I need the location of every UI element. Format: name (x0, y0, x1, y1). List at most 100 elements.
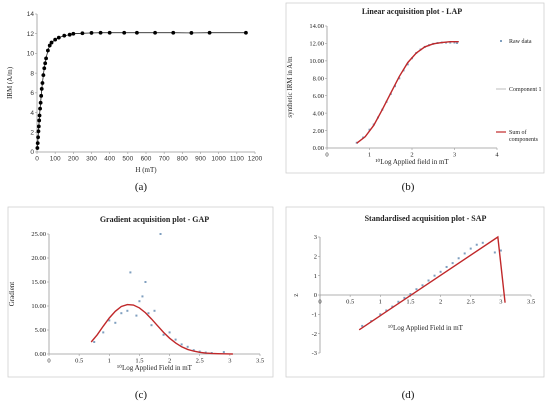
data-point (80, 31, 85, 36)
x-tick-label: 600 (141, 156, 152, 163)
x-tick-label: 2 (410, 152, 413, 159)
data-point (469, 247, 472, 250)
y-tick-label: 10 (27, 51, 35, 58)
x-tick-label: 3.5 (256, 358, 264, 365)
x-tick-label: 2 (168, 358, 171, 365)
data-point (361, 324, 364, 327)
data-point (180, 343, 183, 346)
data-point (162, 333, 165, 336)
x-tick-label: 3 (453, 152, 456, 159)
panel-c-frame (7, 206, 274, 378)
x-tick-label: 0 (318, 299, 321, 306)
series-line (90, 303, 233, 355)
x-tick-label: 2.5 (467, 299, 475, 306)
data-point (42, 66, 47, 71)
data-point (41, 73, 46, 78)
data-point (475, 243, 478, 246)
x-tick-label: 500 (122, 156, 133, 163)
x-axis-label: ¹⁰Log Applied Field in mT (117, 364, 193, 372)
y-tick-label: 10.00 (309, 58, 324, 65)
data-point (129, 271, 132, 274)
y-tick-label: 1 (314, 273, 317, 280)
data-point (120, 312, 123, 315)
x-tick-label: 1 (368, 152, 371, 159)
y-axis-label: z (292, 293, 300, 296)
data-point (427, 279, 430, 282)
data-point (107, 30, 112, 35)
y-tick-label: 6.00 (313, 93, 324, 100)
x-axis-label: ¹⁰Log Applied Field in mT (388, 324, 464, 332)
chart-title: Gradient acquisition plot - GAP (100, 215, 209, 224)
chart-title: Linear acquisition plot - LAP (362, 7, 462, 16)
panel-b-frame (285, 2, 545, 174)
y-tick-label: 4.00 (313, 110, 324, 117)
data-point (198, 350, 201, 353)
y-tick-label: 2 (30, 129, 34, 136)
chart-title: Standardised acquisition plot - SAP (365, 214, 487, 223)
legend-swatch (500, 40, 502, 42)
x-tick-label: 100 (50, 156, 61, 163)
y-tick-label: 2 (314, 254, 317, 261)
data-point (481, 241, 484, 244)
x-tick-label: 1 (108, 358, 111, 365)
x-tick-label: 2 (439, 299, 442, 306)
y-tick-label: 14.00 (309, 23, 324, 30)
x-tick-label: 1100 (230, 156, 244, 163)
x-tick-label: 400 (104, 156, 115, 163)
data-point (168, 331, 171, 334)
panel-label-b: (b) (402, 181, 415, 193)
data-point (39, 93, 44, 98)
series-line (37, 32, 246, 149)
data-point (171, 30, 176, 35)
data-point (108, 319, 111, 322)
data-point (36, 129, 41, 134)
x-tick-label: 3.5 (527, 299, 535, 306)
x-tick-label: 0 (35, 156, 39, 163)
y-tick-label: 5.00 (35, 327, 46, 334)
data-point (141, 295, 144, 298)
x-axis-label: H (mT) (135, 166, 157, 174)
y-tick-label: -3 (312, 350, 317, 357)
x-tick-label: 0.5 (346, 299, 354, 306)
data-point (445, 265, 448, 268)
data-point (36, 124, 41, 129)
data-point (189, 31, 194, 35)
data-point (89, 31, 94, 35)
y-tick-label: 8.00 (313, 75, 324, 82)
y-tick-label: -2 (312, 331, 317, 338)
data-point (207, 30, 212, 35)
data-point (244, 30, 248, 35)
data-point (135, 30, 139, 35)
data-point (449, 41, 452, 44)
panel-label-a: (a) (135, 181, 148, 193)
x-tick-label: 200 (68, 156, 79, 163)
data-point (56, 35, 61, 40)
data-point (98, 30, 103, 35)
y-tick-label: 12 (27, 31, 35, 38)
data-point (49, 40, 54, 45)
x-tick-label: 700 (159, 156, 170, 163)
x-tick-label: 1.5 (135, 358, 143, 365)
panel-label-c: (c) (135, 389, 148, 401)
data-point (43, 61, 48, 66)
data-point (62, 33, 67, 38)
data-point (397, 300, 400, 303)
y-tick-label: -1 (312, 312, 317, 319)
data-point (102, 331, 105, 334)
data-point (406, 63, 409, 66)
y-tick-label: 3 (314, 234, 317, 241)
y-tick-label: 8 (30, 70, 34, 77)
data-point (144, 281, 147, 283)
data-point (463, 252, 466, 255)
data-point (35, 141, 40, 146)
data-point (368, 128, 371, 131)
data-point (135, 314, 138, 317)
data-point (47, 43, 52, 48)
data-point (39, 87, 44, 91)
data-point (493, 251, 496, 254)
panel-label-d: (d) (402, 389, 415, 401)
y-tick-label: 25.00 (31, 231, 46, 238)
series-line (356, 40, 459, 144)
chart-panel-c: Gradient acquisition plot - GAP 0.00 5.00 1… (8, 215, 264, 372)
data-point (46, 48, 50, 53)
